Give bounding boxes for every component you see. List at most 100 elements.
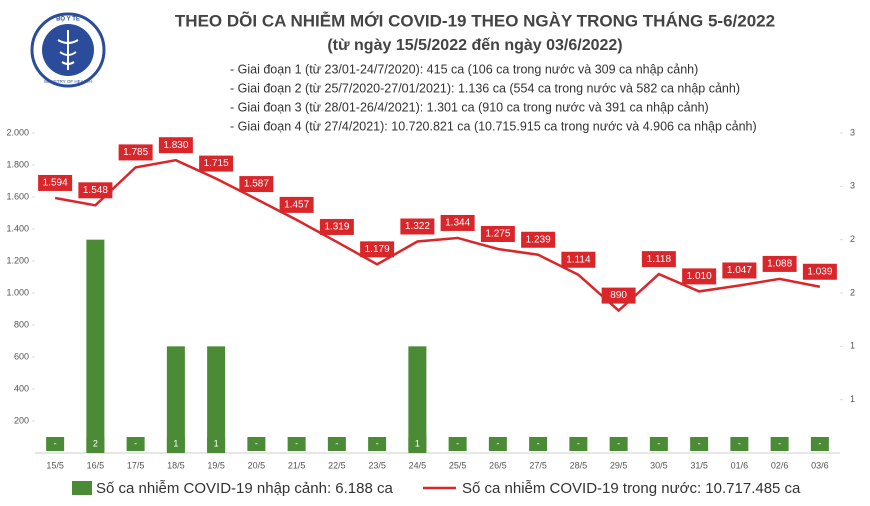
line-label-box	[641, 251, 676, 268]
line-label: 1.548	[83, 185, 108, 196]
y-tick-label: 200	[14, 415, 29, 425]
bar-label: -	[537, 438, 540, 448]
line-label-box	[561, 251, 596, 268]
bar-label-box	[529, 437, 548, 451]
line-label: 1.239	[526, 234, 551, 245]
line-label: 1.319	[324, 222, 349, 233]
bar-label-box	[327, 437, 346, 451]
y-tick-label: 400	[14, 383, 29, 393]
y-tick-label: 1.400	[6, 223, 29, 233]
bar	[166, 346, 185, 453]
line-label-box	[400, 218, 435, 235]
y-tick-label: 600	[14, 351, 29, 361]
line-label: 1.830	[163, 140, 188, 151]
bar-label: -	[577, 438, 580, 448]
y2-tick-label: 1	[850, 394, 855, 404]
bar-label-box	[126, 437, 145, 451]
bar-label-box	[368, 437, 387, 451]
line-label-box	[78, 182, 113, 199]
x-tick-label: 22/5	[328, 460, 346, 470]
bar-label-box	[287, 437, 306, 451]
x-tick-label: 28/5	[570, 460, 588, 470]
bar-label: -	[54, 438, 57, 448]
y-tick-label: 1.600	[6, 191, 29, 201]
line-label: 1.118	[647, 254, 672, 265]
bar-label: -	[657, 438, 660, 448]
line-label-box	[199, 155, 234, 172]
legend-label: Số ca nhiễm COVID-19 nhập cảnh: 6.188 ca	[96, 480, 394, 497]
bar-label-box	[810, 437, 829, 451]
annotation: - Giai đoạn 2 (từ 25/7/2020-27/01/2021):…	[230, 81, 740, 95]
line-label-box	[319, 218, 354, 235]
y-tick-label: 1.200	[6, 255, 29, 265]
x-tick-label: 27/5	[529, 460, 547, 470]
bar-label-box	[247, 437, 266, 451]
bar-label-box	[86, 437, 105, 451]
line-label: 1.114	[566, 254, 591, 265]
x-tick-label: 15/5	[46, 460, 64, 470]
bar-label-box	[569, 437, 588, 451]
line-label: 1.344	[445, 218, 470, 229]
chart-title: THEO DÕI CA NHIỄM MỚI COVID-19 THEO NGÀY…	[175, 10, 775, 30]
bar	[207, 346, 226, 453]
bar-label: -	[295, 438, 298, 448]
line	[54, 158, 821, 313]
y-tick-label: 1.000	[6, 287, 29, 297]
logo-symbol	[57, 30, 79, 70]
bar-label-box	[46, 437, 65, 451]
x-tick-label: 23/5	[368, 460, 386, 470]
line-label-box	[601, 287, 636, 304]
line-label-box	[521, 231, 556, 248]
line-label: 1.088	[767, 259, 792, 270]
legend-label: Số ca nhiễm COVID-19 trong nước: 10.717.…	[462, 480, 801, 497]
bar-label-box	[408, 437, 427, 451]
line-label-box	[762, 255, 797, 272]
annotation: - Giai đoạn 1 (từ 23/01-24/7/2020): 415 …	[230, 62, 698, 76]
bar-label: -	[376, 438, 379, 448]
x-tick-label: 24/5	[409, 460, 427, 470]
x-tick-label: 01/6	[731, 460, 749, 470]
line-label: 1.179	[365, 244, 390, 255]
x-tick-label: 19/5	[207, 460, 225, 470]
bar-label-box	[207, 437, 226, 451]
x-tick-label: 25/5	[449, 460, 467, 470]
line-label-box	[239, 176, 274, 193]
x-tick-label: 31/5	[690, 460, 708, 470]
bar-label: -	[456, 438, 459, 448]
x-tick-label: 20/5	[248, 460, 266, 470]
y2-tick-label: 2	[850, 234, 855, 244]
line-label: 1.039	[807, 266, 832, 277]
bar-label-box	[770, 437, 789, 451]
bar-label: -	[255, 438, 258, 448]
x-tick-label: 18/5	[167, 460, 185, 470]
bar-label: 1	[173, 438, 178, 448]
bar-label: -	[134, 438, 137, 448]
annotation: - Giai đoạn 4 (từ 27/4/2021): 10.720.821…	[230, 119, 757, 133]
x-tick-label: 17/5	[127, 460, 145, 470]
legend-swatch	[72, 481, 92, 495]
line-label: 1.047	[727, 265, 752, 276]
bar-label-box	[649, 437, 668, 451]
y-tick-label: 800	[14, 319, 29, 329]
line-label: 1.715	[204, 158, 229, 169]
line-label-box	[802, 263, 837, 280]
bar-label-box	[166, 437, 185, 451]
line-label: 1.594	[43, 178, 68, 189]
bar-label: 1	[214, 438, 219, 448]
line-label-box	[682, 268, 717, 285]
line-label: 1.457	[284, 200, 309, 211]
x-tick-label: 03/6	[811, 460, 829, 470]
line-label-box	[279, 196, 314, 213]
line-label-box	[38, 174, 73, 191]
line-label: 1.322	[405, 221, 430, 232]
bar-label: 2	[93, 438, 98, 448]
annotation: - Giai đoạn 3 (từ 28/01-26/4/2021): 1.30…	[230, 100, 709, 114]
line-label-box	[158, 137, 193, 154]
bar-label: -	[818, 438, 821, 448]
line-label-box	[480, 226, 515, 242]
bar-label-box	[690, 437, 709, 451]
x-tick-label: 21/5	[288, 460, 306, 470]
bar-label: -	[778, 438, 781, 448]
bar-label-box	[448, 437, 467, 451]
y2-tick-label: 1	[850, 341, 855, 351]
